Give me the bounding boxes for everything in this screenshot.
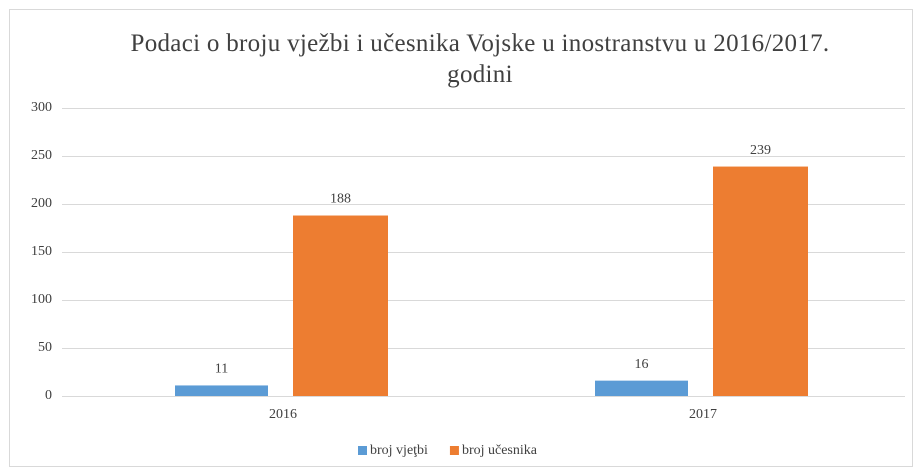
bar bbox=[293, 215, 388, 396]
chart-border bbox=[9, 9, 913, 467]
x-tick-label: 2016 bbox=[269, 407, 297, 422]
y-tick-label: 200 bbox=[31, 196, 52, 211]
y-tick-label: 250 bbox=[31, 148, 52, 163]
chart-title: Podaci o broju vježbi i učesnika Vojske … bbox=[130, 30, 830, 88]
legend-label: broj vjeţbi bbox=[370, 443, 428, 458]
y-tick-label: 150 bbox=[31, 244, 52, 259]
data-label: 16 bbox=[635, 357, 649, 372]
data-label: 11 bbox=[215, 362, 228, 377]
bar bbox=[175, 385, 268, 396]
y-tick-label: 100 bbox=[31, 292, 52, 307]
y-tick-label: 50 bbox=[38, 340, 52, 355]
bar bbox=[595, 380, 688, 396]
legend-label: broj učesnika bbox=[462, 443, 538, 458]
data-label: 239 bbox=[750, 143, 771, 158]
x-tick-label: 2017 bbox=[689, 407, 717, 422]
data-label: 188 bbox=[330, 192, 351, 207]
legend-swatch bbox=[358, 446, 367, 455]
y-tick-label: 0 bbox=[45, 388, 52, 403]
y-tick-label: 300 bbox=[31, 100, 52, 115]
legend-swatch bbox=[449, 446, 459, 455]
bar bbox=[713, 166, 808, 396]
